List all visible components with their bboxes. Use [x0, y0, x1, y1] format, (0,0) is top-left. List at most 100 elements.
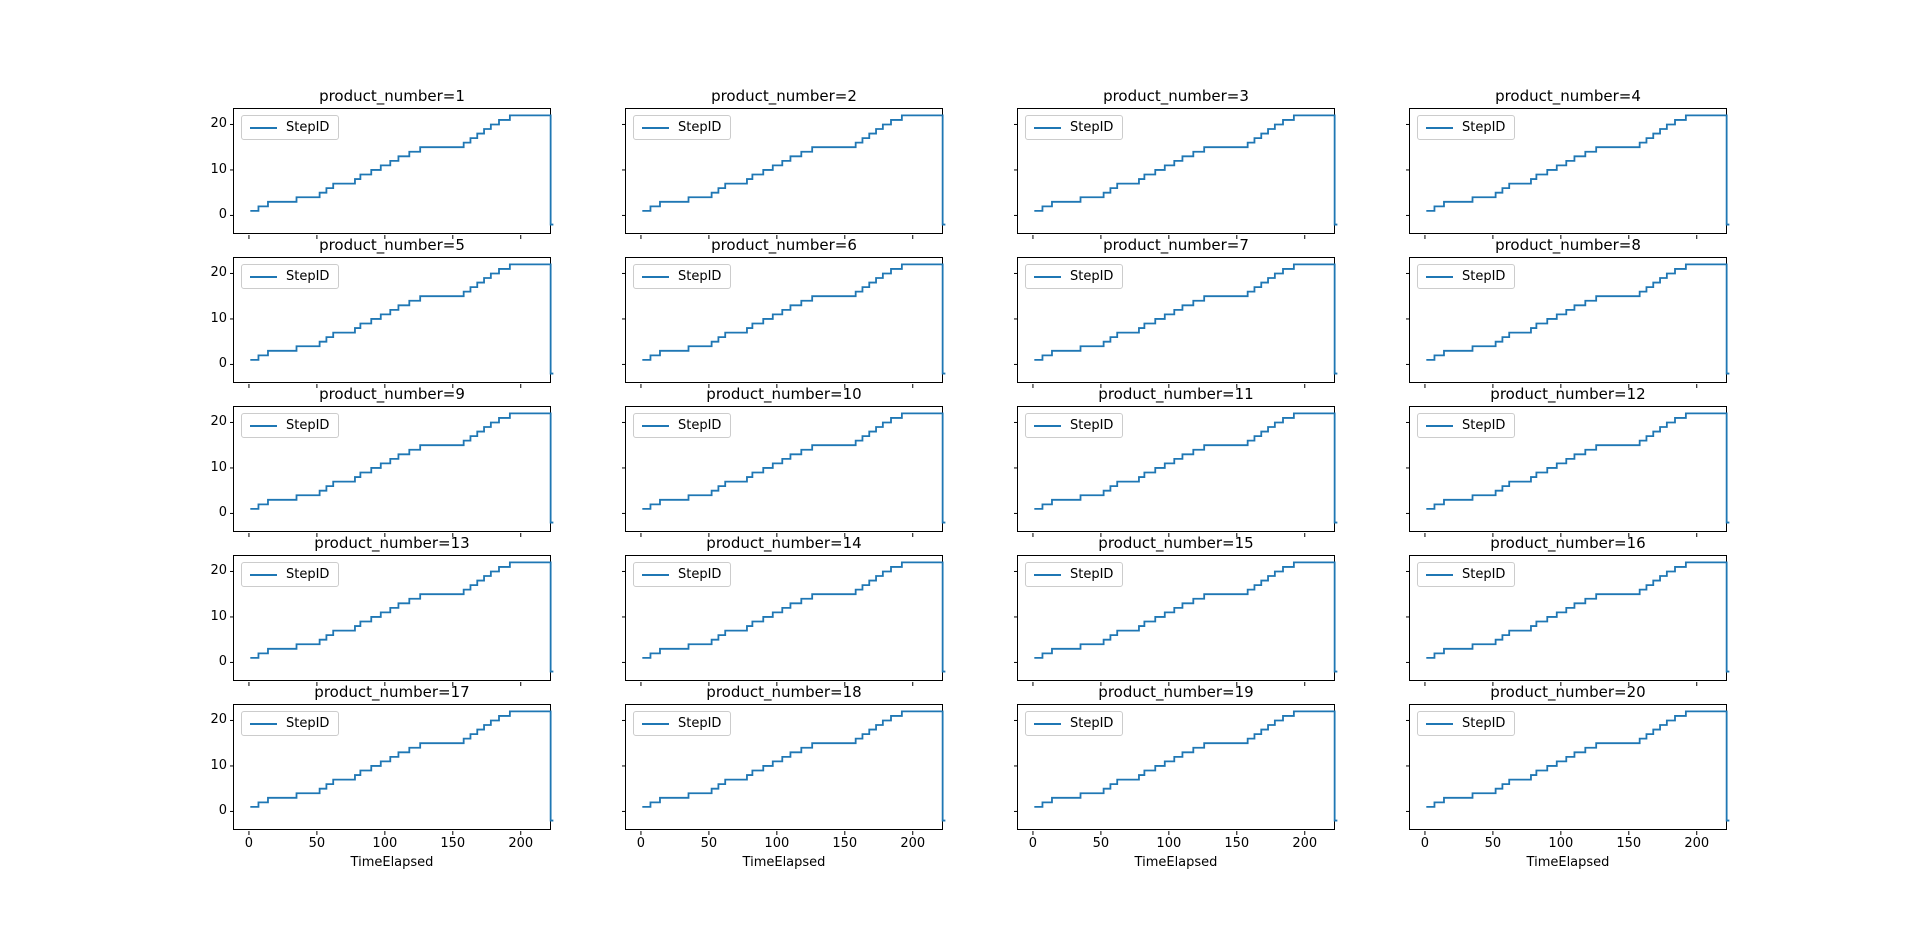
- y-tick-label: 10: [210, 608, 227, 624]
- legend-line-sample: [1426, 722, 1453, 725]
- legend-line-sample: [1426, 424, 1453, 427]
- plot-title: product_number=20: [1490, 683, 1646, 701]
- plot-title: product_number=13: [314, 534, 470, 552]
- stepid-line-series: [642, 412, 946, 524]
- axes: StepID: [1406, 406, 1730, 537]
- x-tick-label: 100: [372, 836, 398, 851]
- plot-title: product_number=8: [1495, 236, 1641, 254]
- legend-label: StepID: [1462, 567, 1506, 582]
- legend-label: StepID: [286, 418, 330, 433]
- axes: StepID 20 10 0: [210, 406, 554, 537]
- x-axis-label: TimeElapsed: [1526, 855, 1610, 870]
- legend-line-sample: [642, 424, 669, 427]
- stepid-line-series: [642, 561, 946, 673]
- y-tick-label: 20: [210, 563, 227, 579]
- stepid-line-series: [1426, 561, 1730, 673]
- legend-label: StepID: [1462, 120, 1506, 135]
- x-tick-label: 200: [1292, 836, 1318, 851]
- x-tick-label: 100: [764, 836, 790, 851]
- x-tick-label: 50: [700, 836, 718, 851]
- legend-line-sample: [250, 275, 277, 278]
- x-tick-label: 100: [1548, 836, 1574, 851]
- legend: StepID: [1417, 562, 1516, 587]
- step-line-chart: [1406, 412, 1730, 537]
- legend-line-sample: [1034, 722, 1061, 725]
- y-tick-label: 10: [210, 161, 227, 177]
- step-line-chart: [230, 710, 554, 835]
- step-line-chart: [230, 114, 554, 239]
- axes: StepID: [1014, 406, 1338, 537]
- y-tick-label: 10: [210, 310, 227, 326]
- subplot: product_number=14 StepID: [622, 532, 946, 686]
- legend: StepID: [1417, 413, 1516, 438]
- plot-title: product_number=3: [1103, 87, 1249, 105]
- stepid-line-series: [1034, 263, 1338, 375]
- legend-line-sample: [1034, 126, 1061, 129]
- legend-line-sample: [1034, 424, 1061, 427]
- step-line-chart: [230, 412, 554, 537]
- x-tick-label: 0: [244, 836, 254, 851]
- legend: StepID: [1417, 264, 1516, 289]
- subplot: product_number=19 StepID 0 50 100 150 200 Tim…: [1014, 681, 1338, 870]
- subplot: product_number=20 StepID 0 50 100 150 200 Tim…: [1406, 681, 1730, 870]
- plot-title: product_number=5: [319, 236, 465, 254]
- legend-label: StepID: [678, 120, 722, 135]
- y-tick-label: 10: [210, 459, 227, 475]
- step-line-chart: [230, 561, 554, 686]
- y-tick-label: 20: [210, 116, 227, 132]
- x-tick-label: 150: [1616, 836, 1642, 851]
- plot-title: product_number=15: [1098, 534, 1254, 552]
- plot-title: product_number=2: [711, 87, 857, 105]
- y-tick-label: 0: [218, 207, 227, 223]
- x-tick-label: 50: [1092, 836, 1110, 851]
- legend-label: StepID: [1070, 120, 1114, 135]
- stepid-line-series: [642, 114, 946, 226]
- x-tick-label: 200: [1684, 836, 1710, 851]
- plot-title: product_number=1: [319, 87, 465, 105]
- x-axis-label: TimeElapsed: [350, 855, 434, 870]
- subplot: product_number=4 StepID: [1406, 85, 1730, 239]
- subplot: product_number=15 StepID: [1014, 532, 1338, 686]
- stepid-line-series: [1034, 561, 1338, 673]
- plot-title: product_number=4: [1495, 87, 1641, 105]
- axes: StepID 20 10 0: [210, 555, 554, 686]
- x-tick-label: 150: [440, 836, 466, 851]
- axes: StepID 0 50 100 150 200 TimeElapsed: [1014, 704, 1338, 870]
- legend-label: StepID: [1462, 269, 1506, 284]
- legend-label: StepID: [1070, 716, 1114, 731]
- legend-line-sample: [1034, 275, 1061, 278]
- legend-label: StepID: [286, 567, 330, 582]
- plot-title: product_number=14: [706, 534, 862, 552]
- step-line-chart: [1014, 114, 1338, 239]
- plot-title: product_number=17: [314, 683, 470, 701]
- legend-line-sample: [642, 275, 669, 278]
- axes: StepID: [1406, 108, 1730, 239]
- step-line-chart: [622, 114, 946, 239]
- stepid-line-series: [250, 412, 554, 524]
- stepid-line-series: [1034, 114, 1338, 226]
- legend-label: StepID: [1462, 716, 1506, 731]
- axes: StepID 20 10 0: [210, 257, 554, 388]
- step-line-chart: [1406, 561, 1730, 686]
- plot-title: product_number=11: [1098, 385, 1254, 403]
- subplot: product_number=10 StepID: [622, 383, 946, 537]
- legend: StepID: [1417, 115, 1516, 140]
- axes: StepID 20 10 0: [210, 108, 554, 239]
- axes: StepID 20 10 0 0 50 100 150 200 TimeElapsed: [210, 704, 554, 870]
- legend-label: StepID: [286, 120, 330, 135]
- stepid-line-series: [1426, 710, 1730, 822]
- step-line-chart: [1406, 263, 1730, 388]
- legend: StepID: [1417, 711, 1516, 736]
- plot-title: product_number=10: [706, 385, 862, 403]
- legend: StepID: [1025, 562, 1124, 587]
- step-line-chart: [622, 263, 946, 388]
- legend-line-sample: [250, 424, 277, 427]
- step-line-chart: [230, 263, 554, 388]
- y-tick-label: 20: [210, 712, 227, 728]
- axes: StepID 0 50 100 150 200 TimeElapsed: [1406, 704, 1730, 870]
- step-line-chart: [1406, 710, 1730, 835]
- legend: StepID: [633, 711, 732, 736]
- legend: StepID: [241, 115, 340, 140]
- y-tick-label: 20: [210, 414, 227, 430]
- legend-label: StepID: [678, 716, 722, 731]
